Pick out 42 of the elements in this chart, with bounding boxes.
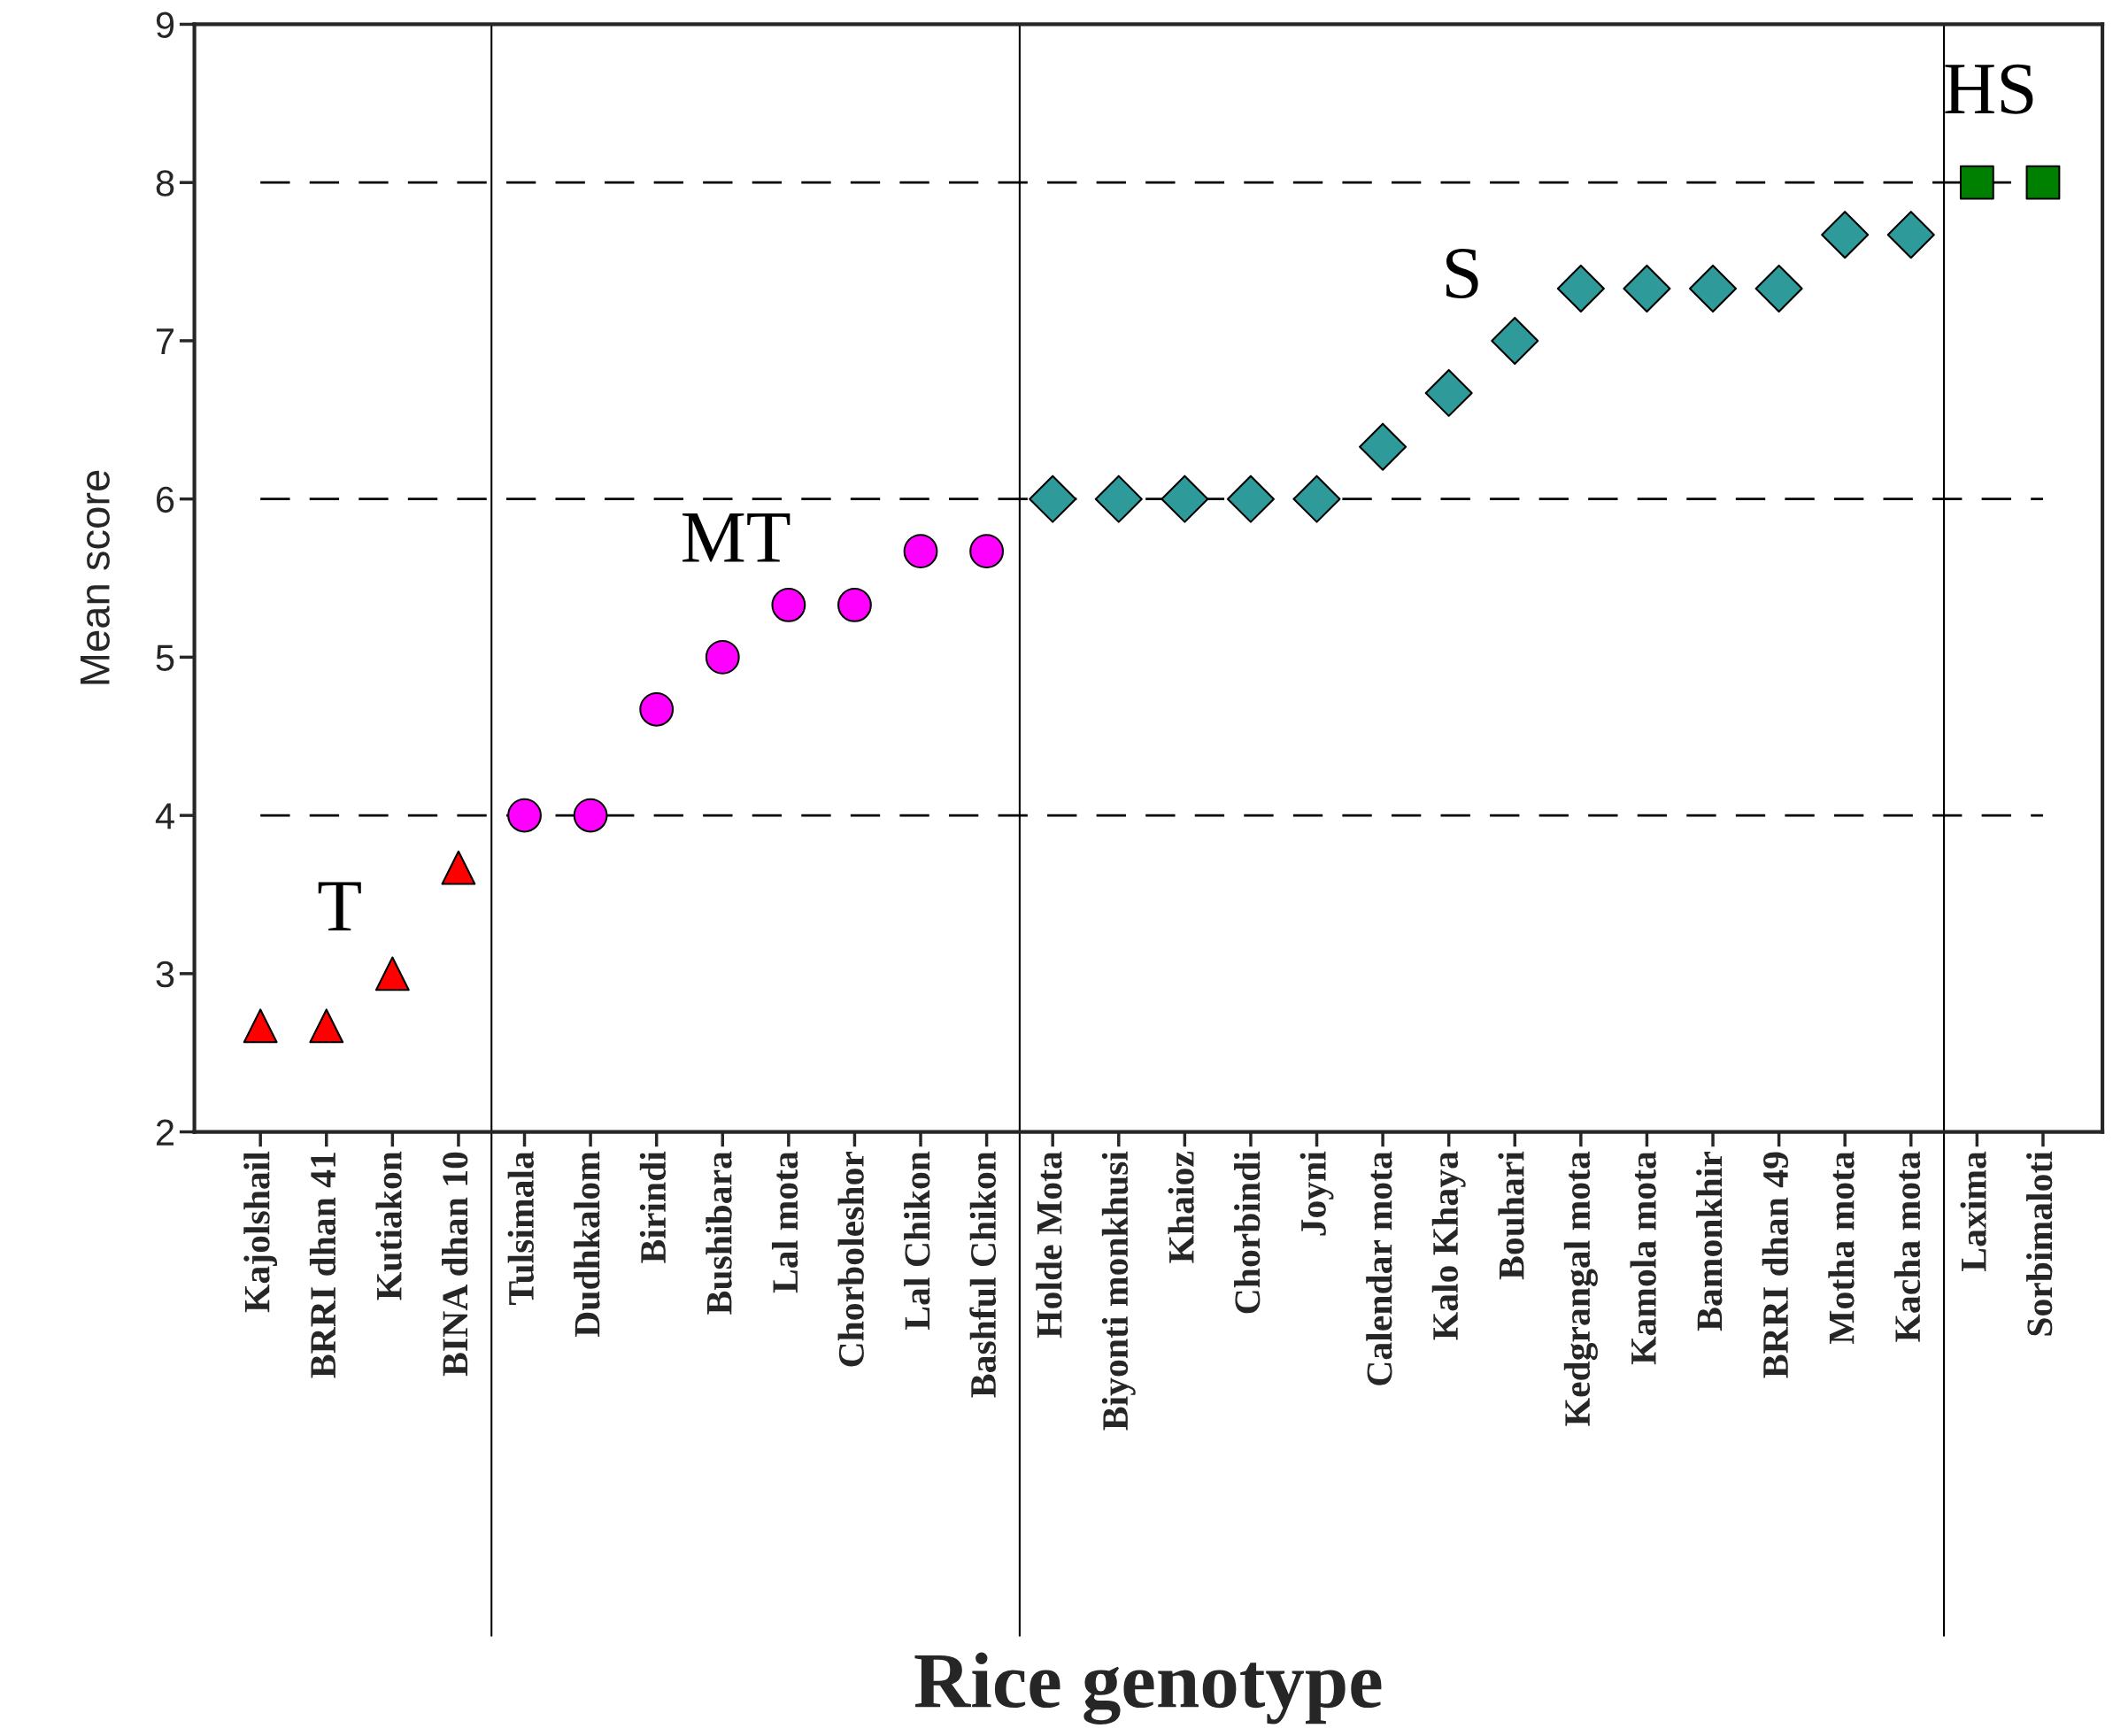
x-tick-label: Laxima xyxy=(1960,1151,1986,1271)
x-tick-label: Joyni xyxy=(1299,1151,1334,1236)
x-tick-label: Bushibara xyxy=(706,1151,732,1315)
x-tick-label: Khaioz xyxy=(1168,1152,1194,1263)
x-tick-label: Kacha mota xyxy=(1893,1151,1921,1342)
x-tick-label: Kedgrangal mota xyxy=(1563,1151,1598,1426)
y-tick-label: 2 xyxy=(157,1119,174,1146)
x-tick-label: Tulsimala xyxy=(507,1151,535,1305)
x-axis-title: Rice genotype xyxy=(914,1652,1382,1724)
y-tick-label: 3 xyxy=(156,961,174,988)
y-tick-label: 5 xyxy=(156,644,174,671)
x-tick-label: Chorbindi xyxy=(1234,1151,1261,1314)
x-tick-label: Birindi xyxy=(639,1151,667,1263)
x-tick-label: Kamola mota xyxy=(1630,1151,1656,1365)
y-axis-title: Mean score xyxy=(80,470,110,684)
x-tick-label: Sorbimaloti xyxy=(2026,1151,2053,1336)
y-tick-label: 4 xyxy=(155,803,174,829)
x-tick-label: Kajolshail xyxy=(243,1151,278,1313)
x-tick-label: BINA dhan 10 xyxy=(442,1152,468,1377)
x-tick-label: Bamonkhir xyxy=(1696,1151,1723,1331)
series-label: S xyxy=(1446,248,1478,298)
x-tick-label: Lal Chikon xyxy=(904,1151,930,1331)
y-tick-label: 7 xyxy=(157,328,174,355)
x-tick-label: Bouhari xyxy=(1498,1151,1524,1280)
y-tick-label: 6 xyxy=(157,486,174,513)
series-label: T xyxy=(318,882,361,931)
x-tick-label: Bashful Chikon xyxy=(969,1151,997,1398)
x-tick-label: BRRI dhan 41 xyxy=(309,1153,336,1378)
series-label: MT xyxy=(682,513,790,562)
x-tick-label: Kalo Khaya xyxy=(1431,1151,1466,1340)
y-tick-label: 8 xyxy=(156,170,174,197)
x-tick-label: BRRI dhan 49 xyxy=(1762,1152,1789,1378)
x-tick-label: Motha mota xyxy=(1828,1151,1855,1345)
y-tick-label: 9 xyxy=(156,12,174,38)
x-tick-label: Calendar mota xyxy=(1366,1151,1392,1385)
x-tick-label: Biyonti monkhusi xyxy=(1101,1151,1136,1431)
x-tick-label: Lal mota xyxy=(771,1151,798,1293)
x-tick-label: Dudhkalom xyxy=(574,1151,600,1338)
x-tick-label: Chorboleshor xyxy=(837,1152,864,1367)
x-tick-label: Kutiakon xyxy=(375,1151,402,1300)
x-tick-label: Holde Mota xyxy=(1036,1151,1062,1339)
series-label: HS xyxy=(1945,64,2033,114)
